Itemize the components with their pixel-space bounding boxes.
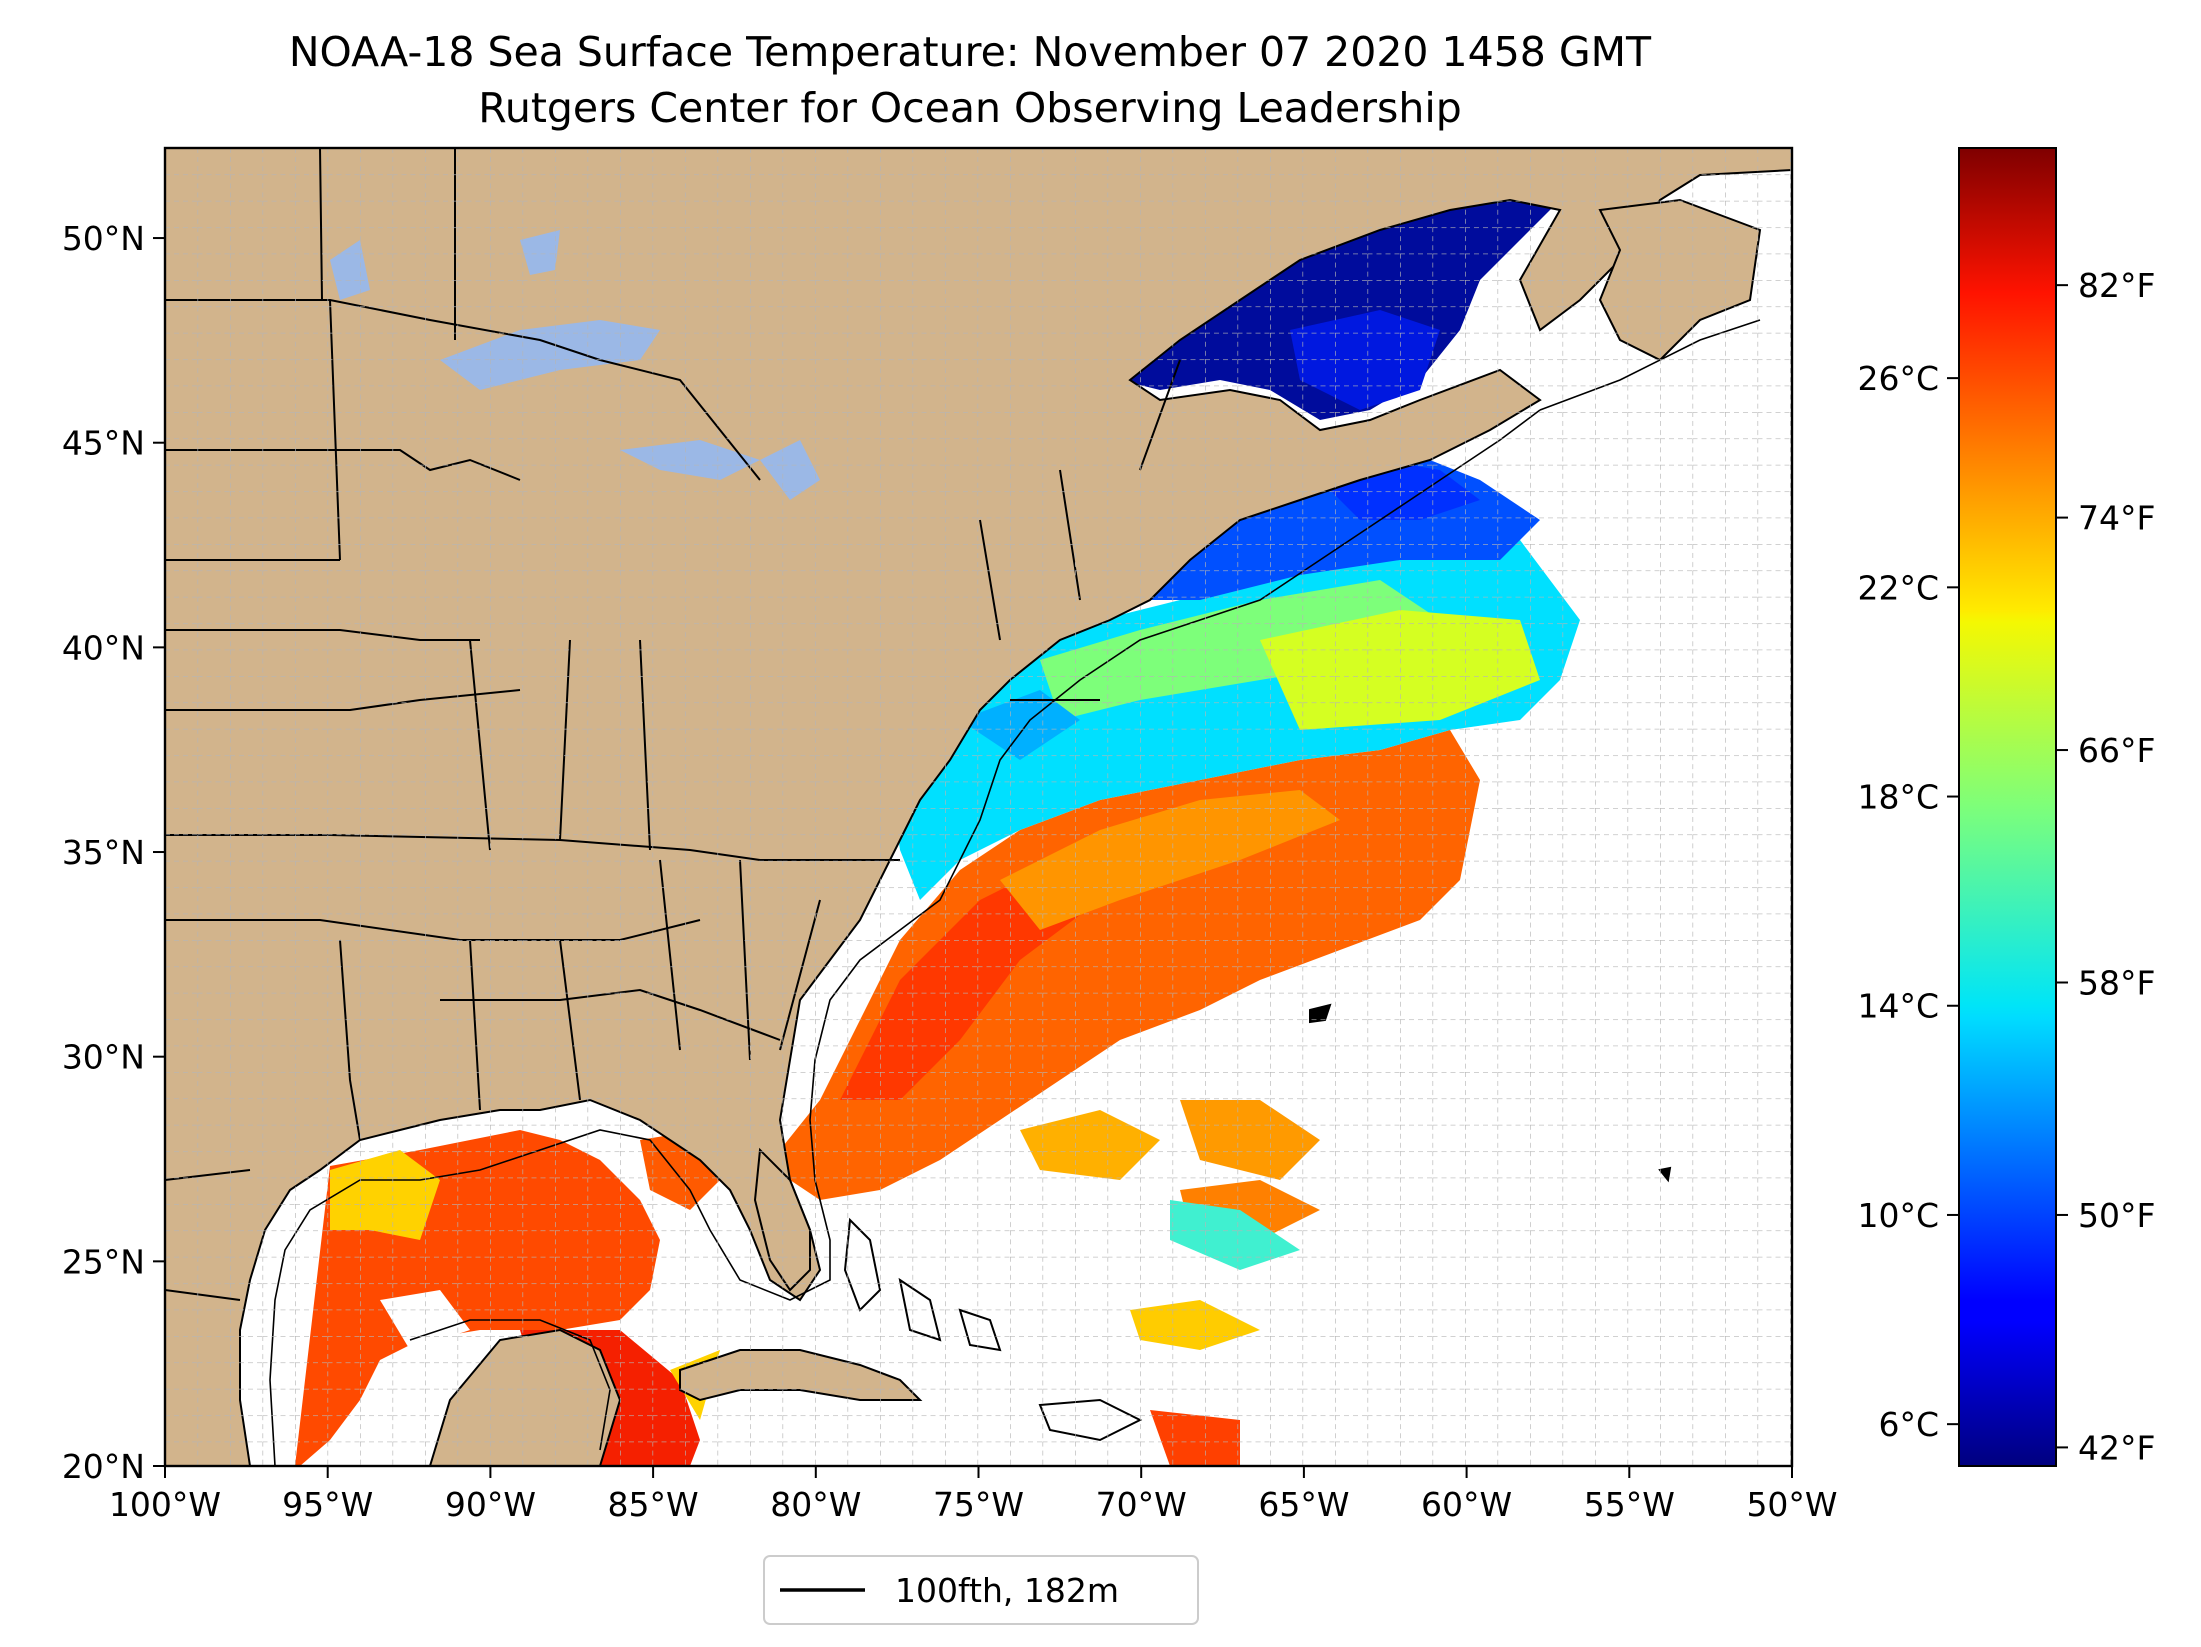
legend-box	[763, 1555, 1199, 1625]
colorbar: 6°C 10°C 14°C 18°C 22°C 26°C 42°F 50°F 58°F 66°F…	[1857, 147, 2155, 1467]
lon-tick-label: 75°W	[933, 1485, 1024, 1524]
longitude-ticks: 100°W 95°W 90°W 85°W 80°W 75°W 70°W 65°W 60°W 55°…	[109, 1466, 1838, 1524]
chart-subtitle: Rutgers Center for Ocean Observing Leade…	[478, 84, 1462, 132]
map-panel	[165, 148, 1792, 1466]
lon-tick-label: 100°W	[109, 1485, 221, 1524]
latitude-ticks: 20°N 25°N 30°N 35°N 40°N 45°N 50°N	[62, 219, 165, 1486]
lon-tick-label: 55°W	[1584, 1485, 1675, 1524]
lat-tick-label: 40°N	[62, 628, 145, 667]
legend-label: 100fth, 182m	[895, 1571, 1119, 1610]
lat-tick-label: 45°N	[62, 424, 145, 463]
fahrenheit-tick-label: 58°F	[2078, 964, 2155, 1003]
lon-tick-label: 70°W	[1096, 1485, 1187, 1524]
lat-tick-label: 25°N	[62, 1242, 145, 1281]
lat-tick-label: 35°N	[62, 833, 145, 872]
chart-title: NOAA-18 Sea Surface Temperature: Novembe…	[289, 28, 1652, 76]
celsius-tick-label: 14°C	[1857, 987, 1939, 1026]
lat-tick-label: 20°N	[62, 1447, 145, 1486]
fahrenheit-tick-label: 50°F	[2078, 1196, 2155, 1235]
lon-tick-label: 85°W	[608, 1485, 699, 1524]
celsius-tick-label: 10°C	[1857, 1196, 1939, 1235]
fahrenheit-tick-label: 66°F	[2078, 731, 2155, 770]
lon-tick-label: 50°W	[1746, 1485, 1837, 1524]
lon-tick-label: 60°W	[1421, 1485, 1512, 1524]
fahrenheit-tick-label: 42°F	[2078, 1428, 2155, 1467]
lon-tick-label: 95°W	[282, 1485, 373, 1524]
lon-tick-label: 90°W	[445, 1485, 536, 1524]
celsius-tick-label: 6°C	[1878, 1405, 1939, 1444]
legend: 100fth, 182m	[763, 1555, 1199, 1625]
colorbar-celsius-ticks: 6°C 10°C 14°C 18°C 22°C 26°C	[1857, 359, 1959, 1444]
celsius-tick-label: 26°C	[1857, 359, 1939, 398]
lon-tick-label: 65°W	[1258, 1485, 1349, 1524]
fahrenheit-tick-label: 82°F	[2078, 266, 2155, 305]
celsius-tick-label: 18°C	[1857, 778, 1939, 817]
celsius-tick-label: 22°C	[1857, 568, 1939, 607]
fahrenheit-tick-label: 74°F	[2078, 499, 2155, 538]
lat-tick-label: 50°N	[62, 219, 145, 258]
lon-tick-label: 80°W	[770, 1485, 861, 1524]
lat-tick-label: 30°N	[62, 1038, 145, 1077]
colorbar-gradient	[1958, 147, 2057, 1467]
colorbar-fahrenheit-ticks: 42°F 50°F 58°F 66°F 74°F 82°F	[2056, 266, 2155, 1467]
